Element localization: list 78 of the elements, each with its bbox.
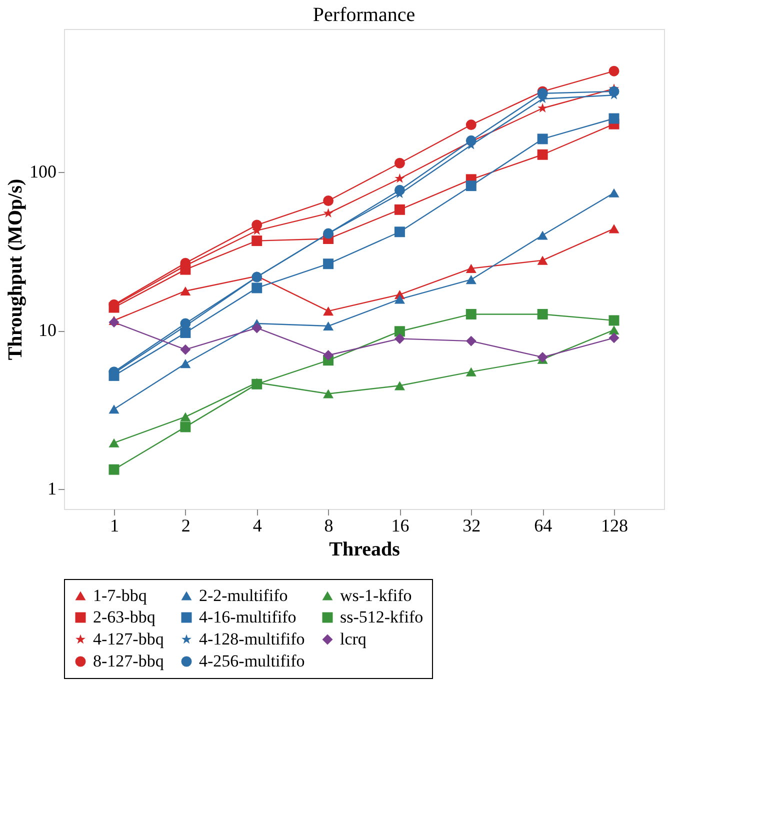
x-tick-label: 4 bbox=[252, 516, 262, 536]
point bbox=[394, 326, 405, 337]
legend-label: 4-256-multififo bbox=[199, 652, 305, 670]
point bbox=[180, 359, 191, 368]
point bbox=[537, 149, 548, 160]
point bbox=[180, 318, 191, 329]
point bbox=[466, 180, 476, 192]
point bbox=[537, 256, 548, 265]
point bbox=[608, 325, 620, 335]
point bbox=[394, 294, 405, 304]
point bbox=[466, 120, 476, 130]
point bbox=[608, 66, 620, 76]
point bbox=[608, 188, 620, 198]
point bbox=[466, 367, 476, 376]
legend-label: 4-16-multififo bbox=[199, 608, 296, 626]
legend-label: 4-128-multififo bbox=[199, 630, 305, 648]
legend-label: 1-7-bbq bbox=[93, 586, 148, 605]
point bbox=[466, 264, 476, 273]
point bbox=[323, 208, 334, 218]
point bbox=[394, 184, 405, 196]
point bbox=[608, 332, 620, 344]
legend-label: 8-127-bbq bbox=[93, 652, 164, 670]
point bbox=[608, 224, 620, 234]
point bbox=[252, 322, 262, 334]
x-axis-title: Threads bbox=[329, 538, 400, 560]
legend-label: lcrq bbox=[340, 630, 367, 648]
point bbox=[252, 220, 262, 230]
legend-label: 4-127-bbq bbox=[93, 630, 164, 648]
point bbox=[608, 86, 620, 97]
point bbox=[394, 381, 405, 390]
point bbox=[323, 258, 334, 270]
point bbox=[394, 226, 405, 238]
point bbox=[394, 333, 405, 344]
legend-label: 2-63-bbq bbox=[93, 608, 156, 626]
point bbox=[108, 317, 120, 328]
y-tick-label: 10 bbox=[38, 320, 56, 340]
legend-label: ss-512-kfifo bbox=[340, 608, 424, 626]
point bbox=[466, 336, 476, 346]
point bbox=[466, 308, 476, 320]
point bbox=[538, 103, 548, 113]
point bbox=[252, 282, 262, 294]
point bbox=[180, 344, 191, 355]
point bbox=[180, 412, 191, 422]
chart-title: Performance bbox=[312, 4, 416, 26]
x-tick-label: 32 bbox=[462, 516, 481, 536]
legend-label: 2-2-multififo bbox=[199, 586, 288, 605]
point bbox=[323, 389, 334, 398]
point bbox=[252, 236, 262, 246]
point bbox=[108, 404, 120, 414]
point bbox=[323, 306, 334, 316]
point bbox=[608, 113, 620, 124]
x-tick-label: 128 bbox=[601, 516, 628, 536]
point bbox=[537, 308, 548, 320]
x-tick-label: 1 bbox=[110, 516, 119, 536]
x-tick-label: 64 bbox=[534, 516, 552, 536]
point bbox=[108, 438, 120, 448]
x-tick-label: 8 bbox=[324, 516, 334, 536]
point bbox=[537, 352, 548, 362]
point bbox=[108, 464, 120, 475]
legend-label: ws-1-kfifo bbox=[340, 586, 412, 605]
point bbox=[537, 134, 548, 144]
point bbox=[323, 350, 334, 360]
point bbox=[537, 230, 548, 240]
point bbox=[180, 422, 191, 432]
y-tick-label: 100 bbox=[30, 162, 56, 182]
x-tick-label: 16 bbox=[391, 516, 410, 536]
point bbox=[608, 315, 620, 326]
point bbox=[323, 321, 334, 331]
point bbox=[394, 158, 405, 168]
point bbox=[180, 286, 191, 296]
x-tick-label: 2 bbox=[181, 516, 190, 536]
point bbox=[394, 204, 405, 215]
point bbox=[323, 196, 334, 206]
point bbox=[466, 275, 476, 284]
point bbox=[394, 173, 405, 183]
y-axis-title: Throughput (MOp/s) bbox=[4, 178, 26, 360]
point bbox=[180, 328, 191, 338]
y-tick-label: 1 bbox=[48, 478, 56, 499]
